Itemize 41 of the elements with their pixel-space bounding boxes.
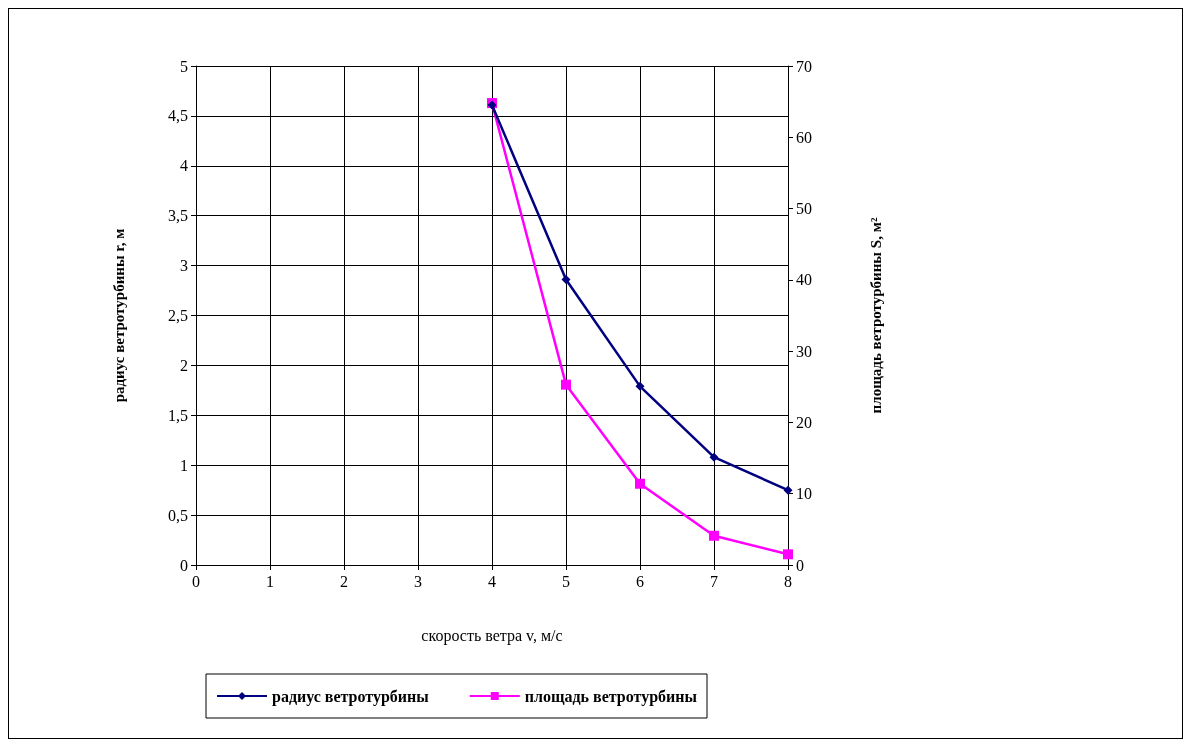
point (783, 485, 793, 495)
x-tick-label: 1 (266, 572, 274, 590)
y2-tick-label: 40 (796, 271, 812, 289)
x-tick-label: 4 (488, 572, 496, 590)
y2-tick-label: 0 (796, 556, 804, 574)
y-tick-label: 1,5 (168, 406, 188, 424)
legend-label: радиус ветротурбины (272, 687, 430, 706)
y-tick-label: 2,5 (168, 307, 188, 324)
y-tick-label: 2 (180, 356, 188, 374)
y2-tick-label: 10 (796, 485, 812, 503)
y2-tick-label: 50 (796, 200, 812, 218)
point (635, 381, 645, 391)
y2-tick-label: 30 (796, 342, 812, 360)
point (709, 530, 719, 541)
y-tick-label: 1 (180, 456, 188, 474)
y2-tick-label: 20 (796, 413, 812, 431)
x-tick-label: 6 (636, 572, 644, 590)
y2-tick-label: 70 (796, 57, 812, 75)
x-tick-label: 7 (710, 572, 718, 590)
point (561, 275, 571, 285)
y-tick-label: 4,5 (168, 107, 188, 125)
point (635, 478, 645, 489)
x-axis-title: скорость ветра v, м/с (421, 626, 563, 645)
x-tick-label: 8 (784, 572, 792, 590)
y-axis-title: радиус ветротурбины r, м (110, 228, 127, 403)
point (709, 452, 719, 462)
point (561, 379, 571, 390)
y-tick-label: 0 (180, 556, 188, 574)
x-tick-label: 5 (562, 572, 570, 590)
point (783, 549, 793, 560)
y-tick-label: 4 (180, 157, 188, 175)
y-tick-label: 3 (180, 257, 188, 275)
x-tick-label: 2 (340, 572, 348, 590)
y2-axis-title: площадь ветротурбины S, м² (867, 217, 884, 414)
y-tick-label: 3,5 (168, 207, 188, 225)
legend-label: площадь ветротурбины (524, 687, 698, 706)
y-tick-label: 0,5 (168, 506, 188, 524)
y-tick-label: 5 (180, 57, 188, 75)
x-tick-label: 0 (192, 572, 200, 590)
x-tick-label: 3 (414, 572, 422, 590)
y2-tick-label: 60 (796, 128, 812, 146)
